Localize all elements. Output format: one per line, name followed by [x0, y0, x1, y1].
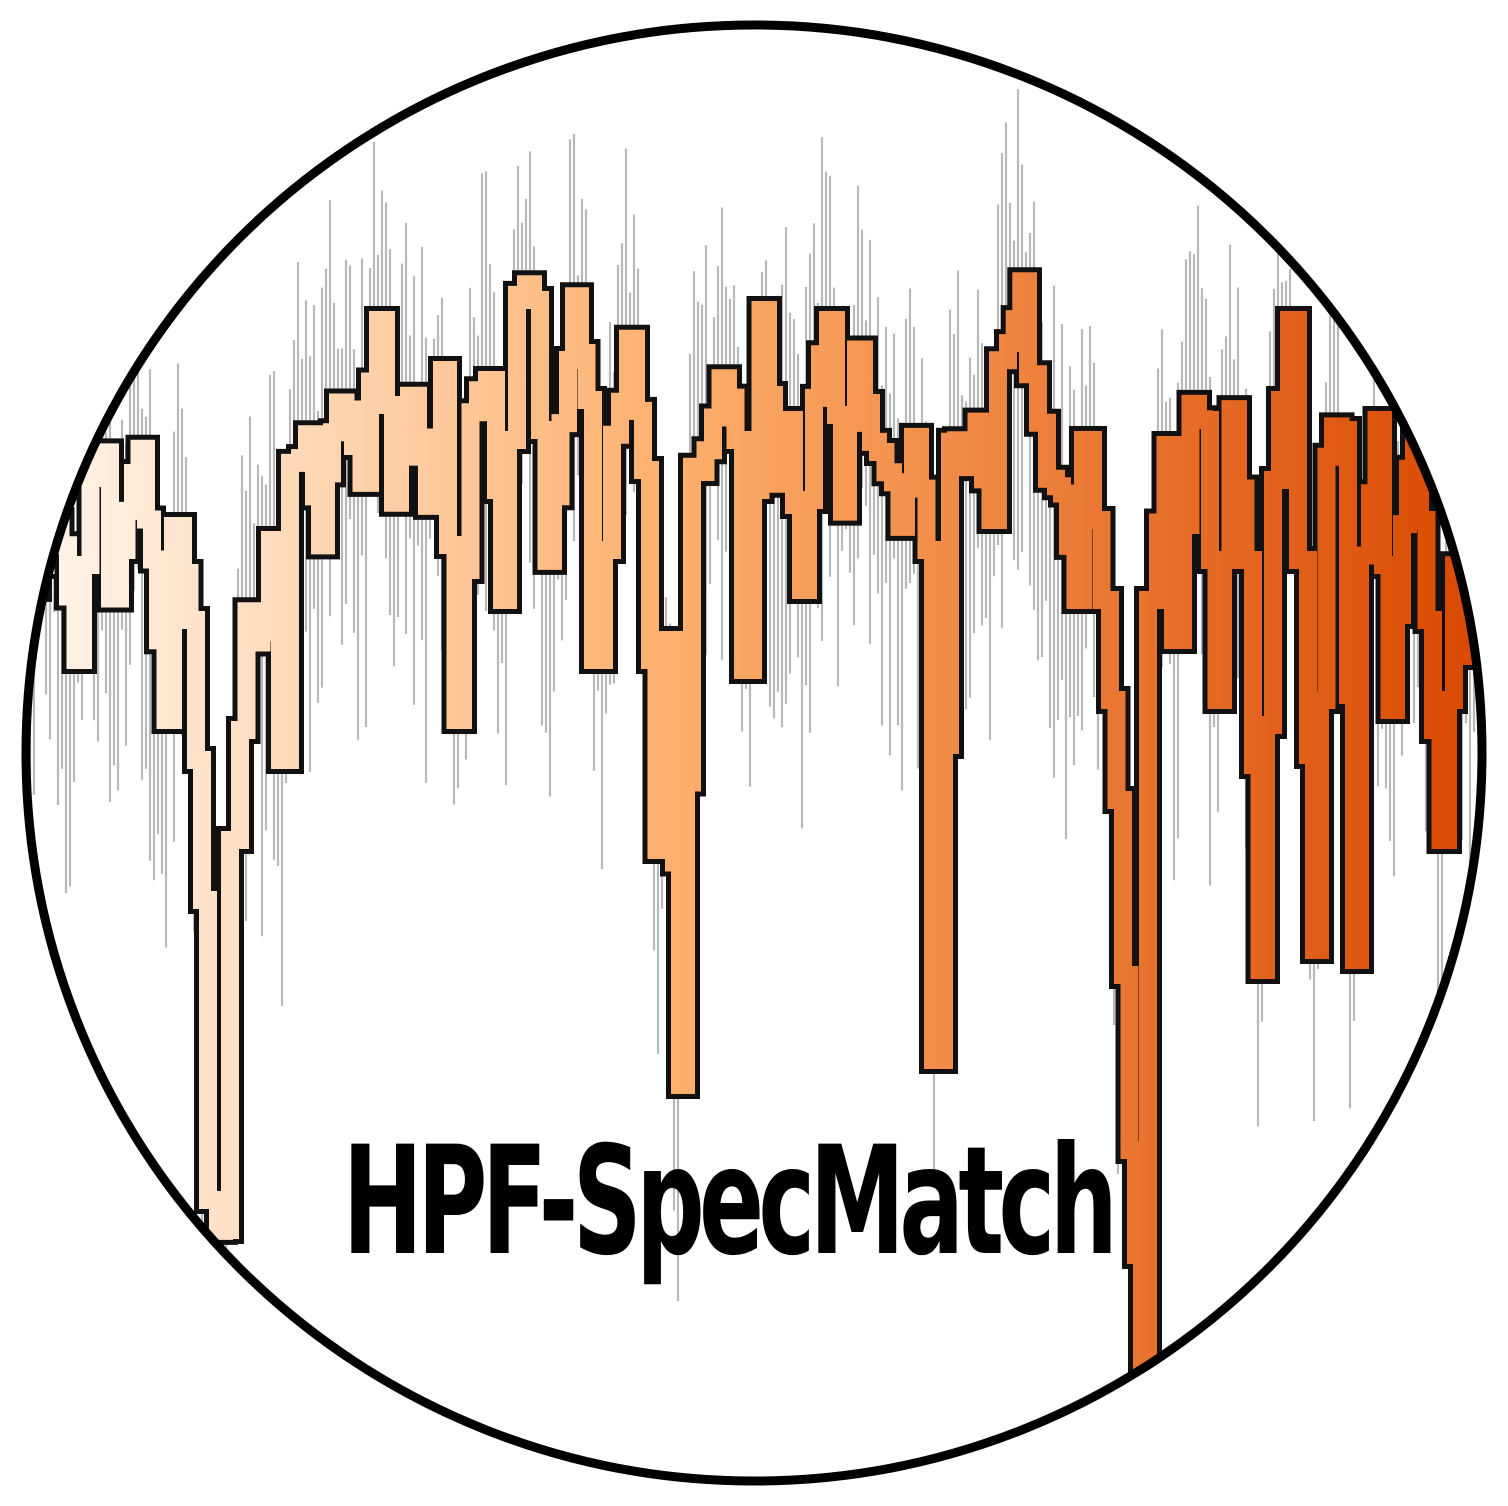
logo-wordmark: HPF-SpecMatch: [342, 1115, 1118, 1289]
logo-ring: [21, 20, 1487, 1486]
model-spectrum-line: [26, 272, 1482, 1369]
